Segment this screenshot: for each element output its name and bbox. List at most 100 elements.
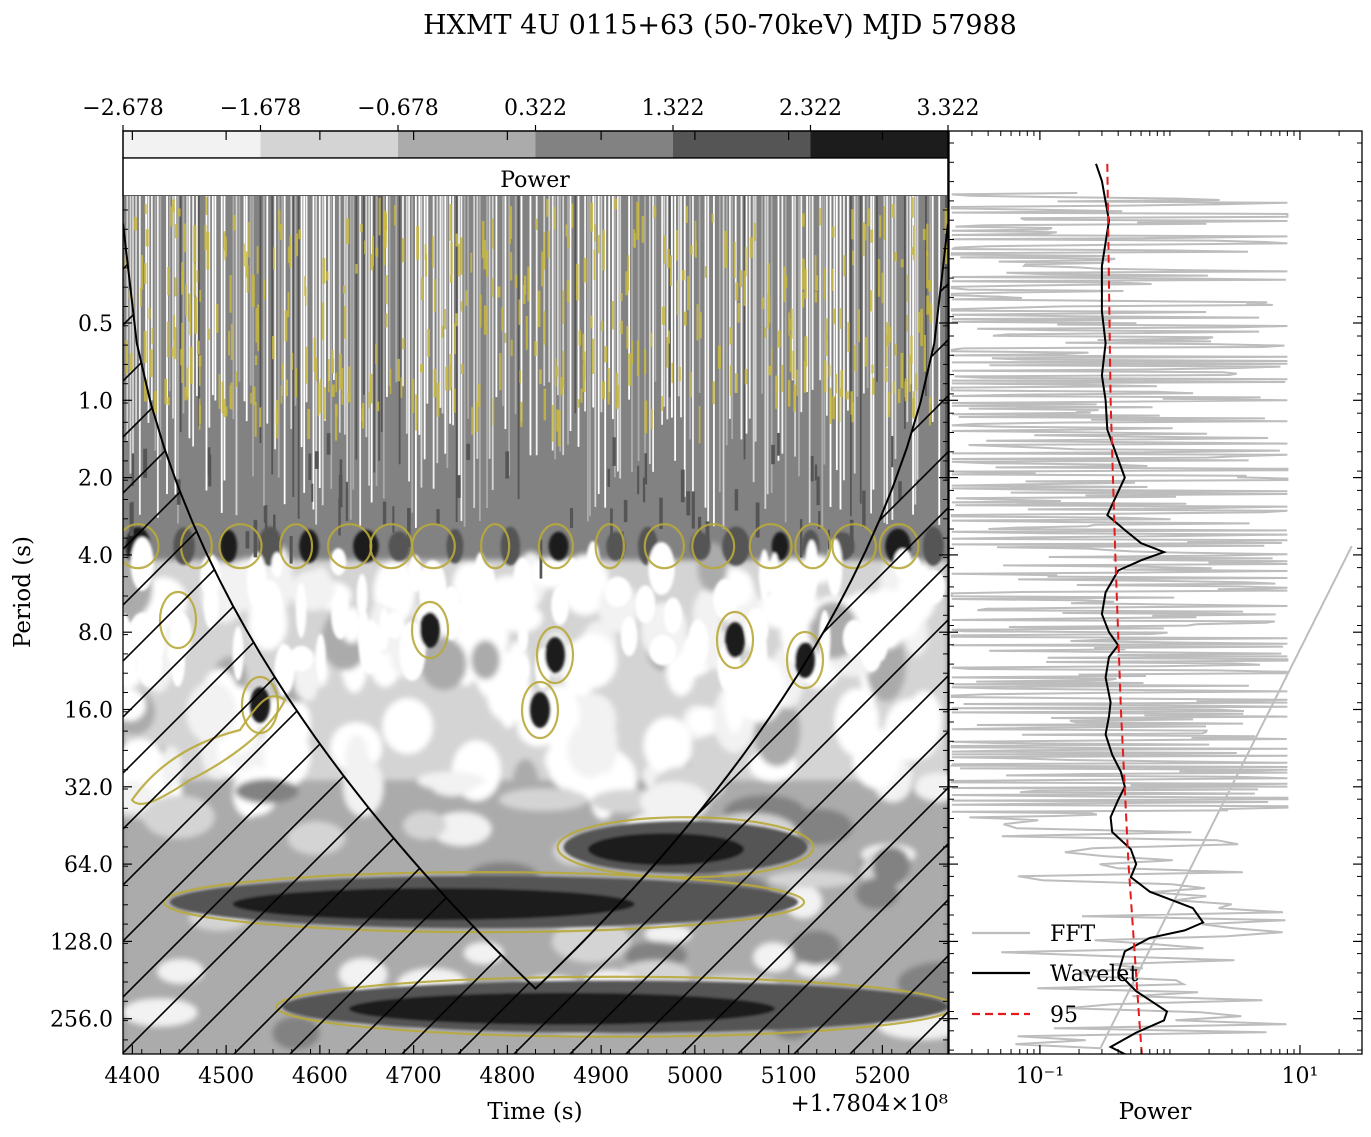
legend-label-fft: FFT [1050,922,1096,947]
hf-stripe [186,196,188,397]
hf-significant [369,373,373,404]
hf-significant [181,348,184,383]
hf-stripe [463,196,466,527]
hf-significant [543,232,546,270]
x-tick-label: 5000 [667,1064,723,1089]
hf-stripe [408,196,410,482]
hf-dark [245,531,250,549]
hf-significant [198,356,201,386]
hf-significant [546,199,549,217]
hf-stripe [266,196,269,424]
hf-stripe [478,196,481,521]
hf-significant [485,250,489,277]
hf-stripe [514,196,517,415]
hf-significant [815,275,819,291]
hf-significant [602,233,605,271]
hf-stripe [713,196,715,527]
hf-significant [580,388,583,403]
hf-dark [862,490,866,528]
hf-stripe [758,196,760,520]
hf-significant [577,399,580,408]
hf-significant [801,292,805,308]
hf-significant [173,327,177,360]
hf-significant [571,203,574,228]
hf-significant [565,224,569,237]
hf-significant [886,322,889,347]
hf-significant [900,259,904,268]
hf-stripe [819,196,822,381]
hf-significant [803,360,807,393]
hf-significant [678,366,681,382]
hf-stripe [671,196,673,418]
hf-stripe [569,196,572,432]
hf-stripe [473,196,476,508]
hf-significant [825,333,828,357]
hf-stripe [439,196,442,408]
hf-stripe [866,196,869,389]
hf-significant [780,364,784,392]
hf-significant [906,274,909,302]
hf-stripe [214,196,217,401]
hf-stripe [245,196,248,422]
hf-significant [230,382,233,410]
white-blob [620,616,638,657]
hf-stripe [821,196,824,528]
significance-contour [520,680,560,740]
hf-significant [527,266,530,302]
blob [498,788,588,811]
hf-dark [810,455,814,482]
hf-significant [560,377,564,396]
hf-significant [371,235,374,267]
hf-stripe [529,196,532,456]
hf-stripe [429,196,432,416]
hf-significant [167,267,170,296]
hf-dark [382,501,387,526]
hf-significant [912,397,915,417]
hf-stripe [156,196,159,518]
hf-significant [433,278,436,313]
hf-significant [287,291,290,318]
hf-stripe [718,196,721,493]
hf-significant [450,242,453,275]
hf-significant [378,197,381,236]
hf-significant [259,407,262,428]
dark-patch [530,692,550,728]
hf-significant [334,403,338,441]
x-tick-label: 4400 [104,1064,160,1089]
hf-significant [525,316,528,350]
hf-dark [610,508,613,544]
hf-significant [250,392,252,404]
hf-significant [926,223,929,256]
colorbar-cell [673,131,811,158]
hf-stripe [391,196,394,400]
hf-significant [348,366,351,402]
colorbar-tick-label: 1.322 [642,96,705,121]
hf-significant [792,350,795,379]
hf-significant [832,226,835,238]
y-tick-label: 256.0 [50,1008,113,1033]
hf-dark [263,505,266,523]
hf-significant [685,206,689,223]
hf-significant [343,306,347,339]
hf-significant [888,326,891,343]
hf-significant [256,246,259,274]
hf-stripe [218,196,220,443]
hf-significant [479,294,482,328]
hf-stripe [784,196,787,523]
hf-significant [375,343,377,365]
hf-significant [289,235,292,269]
hf-stripe [791,196,794,381]
hf-significant [420,277,424,300]
hf-significant [887,391,891,418]
significance-contour [537,523,574,570]
hf-stripe [182,196,185,414]
hf-significant [663,235,667,264]
hf-significant [383,210,387,249]
hf-stripe [294,196,297,406]
hf-stripe [249,196,252,386]
hf-dark [505,451,509,479]
hf-stripe [382,196,385,499]
hf-significant [879,215,882,238]
white-blob [517,622,529,652]
hf-significant [465,290,468,306]
